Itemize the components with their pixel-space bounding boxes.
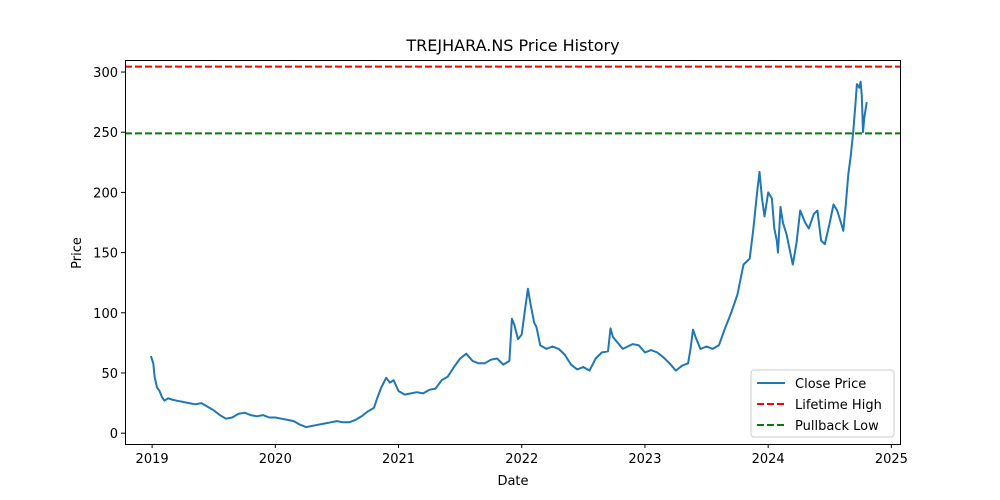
- x-axis: 2019 2020 2021 2022 2023 2024 2025: [136, 444, 908, 467]
- x-tick-label: 2021: [382, 452, 415, 467]
- series-line-close-price: [149, 80, 868, 429]
- legend: Close Price Lifetime High Pullback Low: [750, 369, 895, 438]
- legend-label-close-price: Close Price: [795, 377, 866, 392]
- y-tick-label: 200: [93, 186, 118, 201]
- x-tick-label: 2023: [628, 452, 661, 467]
- x-tick-label: 2019: [136, 452, 169, 467]
- y-tick-label: 300: [93, 66, 118, 81]
- x-tick-label: 2024: [752, 452, 785, 467]
- y-tick-label: 0: [110, 427, 118, 442]
- x-axis-label: Date: [497, 474, 528, 489]
- y-axis-label: Price: [70, 237, 85, 269]
- y-tick-label: 100: [93, 307, 118, 322]
- y-tick-label: 150: [93, 247, 118, 262]
- x-tick-label: 2025: [875, 452, 908, 467]
- y-tick-label: 50: [101, 367, 118, 382]
- y-axis: 0 50 100 150 200 250 300: [93, 66, 125, 442]
- plot-frame: [125, 60, 901, 445]
- x-tick-label: 2020: [259, 452, 292, 467]
- y-tick-label: 250: [93, 126, 118, 141]
- legend-label-pullback-low: Pullback Low: [795, 419, 879, 434]
- legend-label-lifetime-high: Lifetime High: [795, 398, 882, 413]
- plot-area: [125, 65, 900, 429]
- chart-title: TREJHARA.NS Price History: [405, 36, 619, 55]
- legend-box: [750, 369, 895, 438]
- x-tick-label: 2022: [505, 452, 538, 467]
